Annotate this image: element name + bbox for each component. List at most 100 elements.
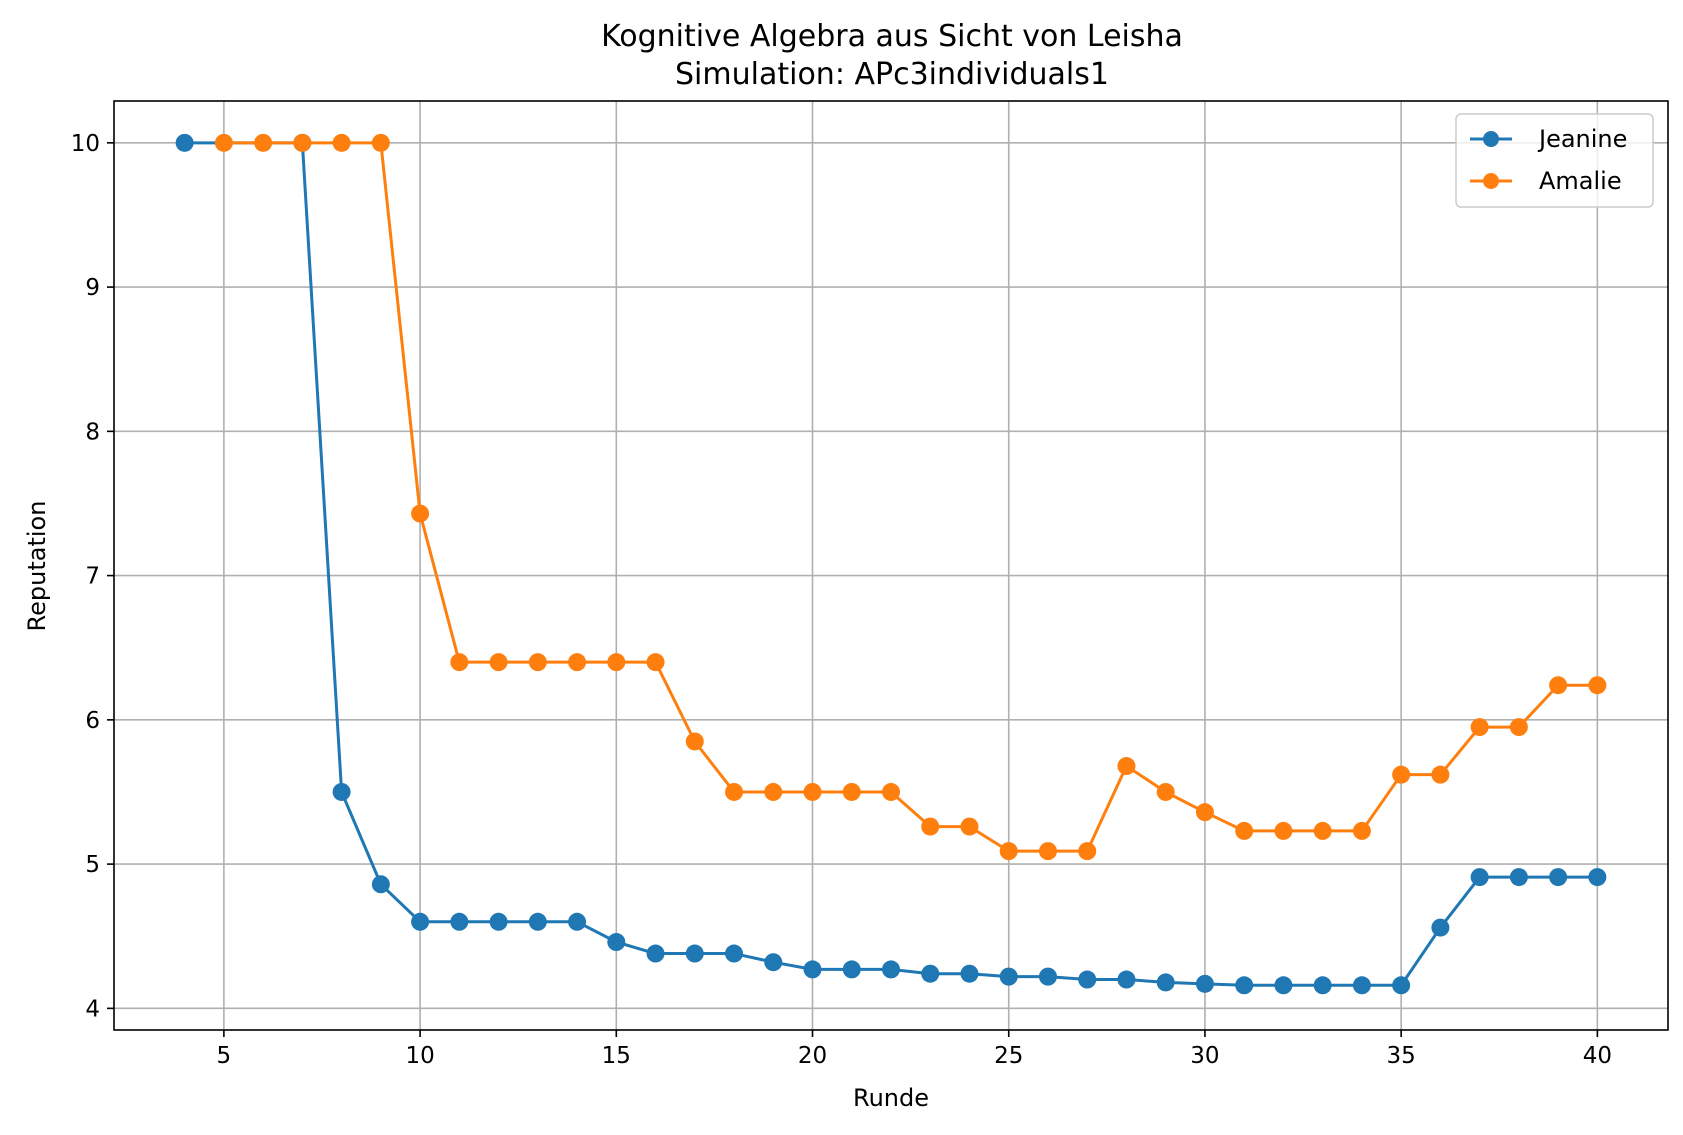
data-point-jeanine-8 xyxy=(332,782,351,801)
data-point-jeanine-28 xyxy=(1117,970,1136,989)
series-layer xyxy=(175,133,1607,995)
data-point-amalie-12 xyxy=(489,653,508,672)
data-point-amalie-27 xyxy=(1078,842,1097,861)
legend: Jeanine Amalie xyxy=(1455,113,1654,208)
data-point-jeanine-38 xyxy=(1509,868,1528,887)
data-point-amalie-31 xyxy=(1235,821,1254,840)
data-point-jeanine-11 xyxy=(450,912,469,931)
series-amalie xyxy=(214,133,1607,861)
y-tick-label-6: 6 xyxy=(85,708,100,734)
data-point-amalie-16 xyxy=(646,653,665,672)
data-point-jeanine-40 xyxy=(1588,868,1607,887)
y-axis-label: Reputation xyxy=(23,501,51,632)
data-point-jeanine-23 xyxy=(921,964,940,983)
data-point-amalie-40 xyxy=(1588,676,1607,695)
data-point-amalie-6 xyxy=(254,133,273,152)
data-point-jeanine-22 xyxy=(882,960,900,979)
grid xyxy=(114,101,1668,1030)
data-point-jeanine-37 xyxy=(1470,868,1489,887)
data-point-jeanine-32 xyxy=(1274,976,1293,995)
data-point-amalie-21 xyxy=(842,782,861,801)
data-point-jeanine-27 xyxy=(1078,970,1097,989)
data-point-amalie-30 xyxy=(1195,803,1214,822)
data-point-amalie-37 xyxy=(1470,718,1489,737)
legend-label-amalie: Amalie xyxy=(1539,167,1622,195)
data-point-jeanine-10 xyxy=(411,912,430,931)
data-point-jeanine-30 xyxy=(1195,974,1214,993)
data-point-amalie-11 xyxy=(450,653,469,672)
chart-subtitle: Simulation: APc3individuals1 xyxy=(675,57,1109,92)
x-tick-label-10: 10 xyxy=(405,1043,434,1069)
data-point-amalie-34 xyxy=(1352,821,1371,840)
data-point-amalie-14 xyxy=(568,653,587,672)
data-point-jeanine-26 xyxy=(1038,967,1057,986)
data-point-amalie-5 xyxy=(214,133,233,152)
data-point-amalie-20 xyxy=(803,782,822,801)
data-point-jeanine-35 xyxy=(1392,976,1411,995)
y-tick-label-8: 8 xyxy=(85,419,100,445)
data-point-amalie-13 xyxy=(528,653,547,672)
x-tick-label-20: 20 xyxy=(798,1043,827,1069)
data-point-jeanine-15 xyxy=(607,933,626,952)
x-tick-label-15: 15 xyxy=(602,1043,631,1069)
data-point-jeanine-29 xyxy=(1156,973,1175,992)
data-point-amalie-9 xyxy=(371,133,390,152)
legend-box xyxy=(1455,113,1654,208)
legend-marker-amalie xyxy=(1483,173,1499,189)
data-point-jeanine-12 xyxy=(489,912,508,931)
data-point-amalie-10 xyxy=(411,504,430,523)
data-point-amalie-33 xyxy=(1313,821,1332,840)
data-point-amalie-25 xyxy=(999,842,1018,861)
data-point-amalie-15 xyxy=(607,653,626,672)
x-axis-label: Runde xyxy=(853,1084,929,1112)
data-point-jeanine-34 xyxy=(1352,976,1371,995)
data-point-amalie-26 xyxy=(1038,842,1057,861)
data-point-amalie-35 xyxy=(1392,765,1411,784)
chart-title: Kognitive Algebra aus Sicht von Leisha xyxy=(601,19,1183,54)
data-point-amalie-36 xyxy=(1431,765,1450,784)
data-point-jeanine-13 xyxy=(528,912,547,931)
y-tick-label-5: 5 xyxy=(85,852,100,878)
data-point-amalie-24 xyxy=(960,817,979,836)
data-point-jeanine-18 xyxy=(725,944,744,963)
data-point-jeanine-31 xyxy=(1235,976,1254,995)
x-tick-label-25: 25 xyxy=(994,1043,1023,1069)
data-point-amalie-22 xyxy=(882,782,900,801)
data-point-amalie-19 xyxy=(764,782,783,801)
data-point-jeanine-20 xyxy=(803,960,822,979)
data-point-amalie-39 xyxy=(1549,676,1568,695)
x-tick-label-35: 35 xyxy=(1387,1043,1416,1069)
data-point-jeanine-21 xyxy=(842,960,861,979)
x-tick-label-5: 5 xyxy=(217,1043,232,1069)
plot-frame xyxy=(113,100,1669,1031)
series-line-amalie xyxy=(222,141,1599,853)
data-point-amalie-23 xyxy=(921,817,940,836)
data-point-jeanine-25 xyxy=(999,967,1018,986)
data-point-jeanine-39 xyxy=(1549,868,1568,887)
data-point-amalie-29 xyxy=(1156,782,1175,801)
series-jeanine xyxy=(175,133,1607,995)
data-point-jeanine-33 xyxy=(1313,976,1332,995)
data-point-jeanine-36 xyxy=(1431,918,1450,937)
legend-marker-jeanine xyxy=(1483,131,1499,147)
y-tick-label-4: 4 xyxy=(85,996,100,1022)
data-point-amalie-7 xyxy=(293,133,312,152)
data-point-amalie-28 xyxy=(1117,757,1136,776)
data-point-amalie-8 xyxy=(332,133,351,152)
y-tick-label-7: 7 xyxy=(85,564,100,590)
data-point-jeanine-14 xyxy=(568,912,587,931)
y-tick-label-10: 10 xyxy=(71,131,100,157)
data-point-amalie-38 xyxy=(1509,718,1528,737)
data-point-jeanine-16 xyxy=(646,944,665,963)
data-point-jeanine-4 xyxy=(175,133,194,152)
data-point-jeanine-9 xyxy=(371,875,390,894)
x-tick-label-30: 30 xyxy=(1190,1043,1219,1069)
data-point-jeanine-24 xyxy=(960,964,979,983)
data-point-jeanine-17 xyxy=(685,944,704,963)
x-tick-label-40: 40 xyxy=(1583,1043,1612,1069)
data-point-amalie-17 xyxy=(685,732,704,751)
data-point-amalie-32 xyxy=(1274,821,1293,840)
